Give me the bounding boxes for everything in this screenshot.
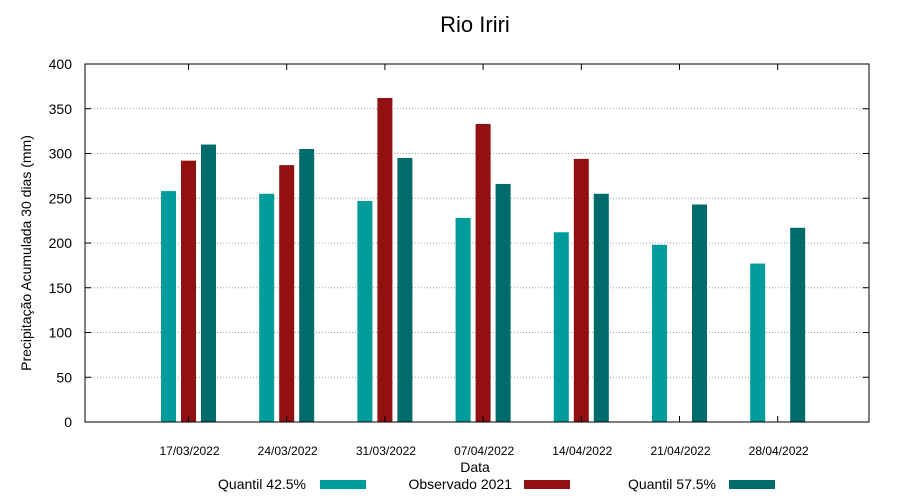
y-axis-ticks: 0 50 100 150 200 250 300 350 400: [49, 56, 869, 430]
y-tick-label: 200: [49, 235, 73, 251]
x-axis-label: Data: [460, 459, 490, 475]
legend-label: Observado 2021: [408, 476, 512, 492]
bar-q575: [593, 193, 609, 422]
bar-q575: [692, 204, 707, 422]
x-tick-label: 28/04/2022: [749, 444, 809, 458]
bar-q425: [161, 191, 176, 422]
bar-q425: [259, 193, 275, 422]
legend-swatch: [729, 480, 775, 489]
x-tick-label: 21/04/2022: [650, 444, 710, 458]
bar-q575: [397, 157, 413, 422]
bar-q575: [790, 227, 806, 422]
legend-swatch: [320, 480, 366, 489]
y-tick-label: 50: [56, 369, 72, 385]
plot-frame: [84, 63, 870, 423]
legend-label: Quantil 42.5%: [218, 476, 306, 492]
legend: Quantil 42.5% Observado 2021 Quantil 57.5%: [218, 476, 775, 492]
y-tick-label: 350: [49, 101, 73, 117]
y-tick-label: 400: [49, 56, 73, 72]
bar-q575: [201, 144, 216, 423]
y-tick-label: 0: [64, 414, 72, 430]
x-axis-ticks: 17/03/2022 24/03/2022 31/03/2022 07/04/2022…: [159, 64, 809, 458]
x-tick-label: 31/03/2022: [356, 444, 416, 458]
x-tick-label: 07/04/2022: [454, 444, 514, 458]
bar-obs2021: [279, 165, 295, 422]
bar-q425: [652, 244, 667, 422]
y-axis-label: Precipitação Acumulada 30 dias (mm): [18, 135, 34, 371]
y-tick-label: 300: [49, 146, 73, 162]
y-tick-label: 250: [49, 190, 73, 206]
bar-q425: [553, 232, 569, 422]
bar-obs2021: [475, 123, 491, 422]
y-tick-label: 100: [49, 325, 73, 341]
x-tick-label: 17/03/2022: [159, 444, 219, 458]
bar-q425: [455, 217, 471, 422]
legend-label: Quantil 57.5%: [628, 476, 716, 492]
legend-swatch: [524, 480, 570, 489]
bar-q425: [357, 200, 373, 422]
y-tick-label: 150: [49, 280, 73, 296]
x-tick-label: 14/04/2022: [552, 444, 612, 458]
bar-obs2021: [181, 160, 196, 422]
bar-q425: [750, 263, 766, 422]
bar-q575: [299, 149, 315, 422]
bar-obs2021: [377, 98, 393, 422]
bars: [161, 98, 806, 423]
bar-obs2021: [573, 158, 589, 422]
bar-q575: [495, 183, 511, 422]
x-tick-label: 24/03/2022: [258, 444, 318, 458]
chart-title: Rio Iriri: [440, 12, 510, 37]
